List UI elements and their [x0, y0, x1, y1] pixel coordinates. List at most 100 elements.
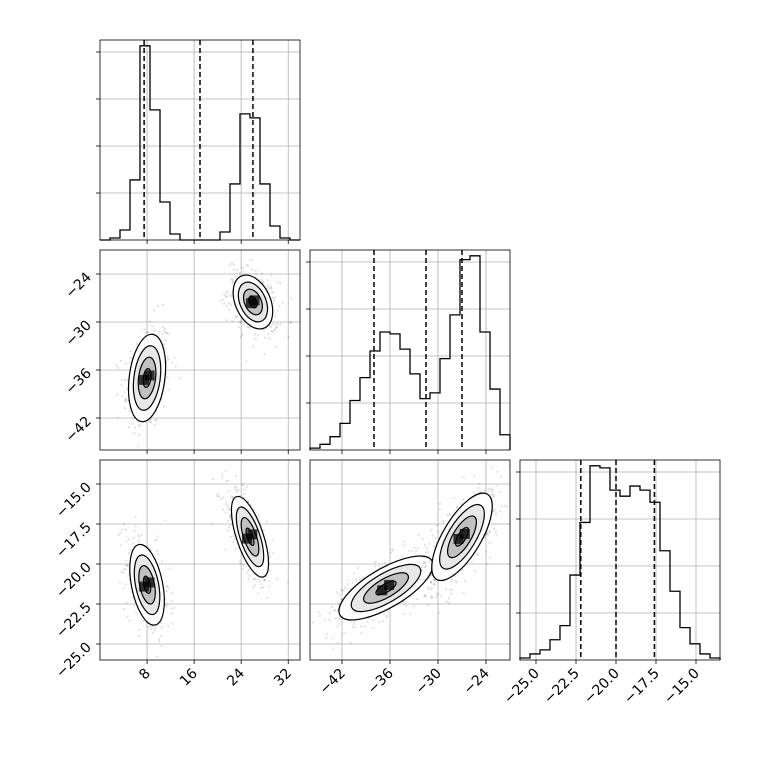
- sample-point: [125, 528, 128, 531]
- sample-point: [232, 534, 235, 538]
- sample-point: [243, 266, 246, 270]
- sample-point: [338, 622, 341, 625]
- sample-point: [124, 567, 127, 571]
- density-peak-cell: [453, 533, 464, 544]
- sample-point: [253, 577, 256, 581]
- sample-point: [483, 489, 486, 492]
- sample-point: [132, 417, 135, 420]
- sample-point: [402, 613, 406, 616]
- sample-point: [124, 362, 128, 365]
- sample-point: [168, 567, 171, 570]
- sample-point: [287, 581, 290, 584]
- x-tick-label-2: −20.0: [581, 666, 623, 708]
- sample-point: [247, 569, 250, 572]
- sample-point: [227, 508, 231, 511]
- sample-point: [137, 541, 140, 544]
- histogram-1: [309, 255, 511, 450]
- sample-point: [429, 581, 433, 584]
- sample-point: [390, 548, 393, 551]
- sample-point: [220, 473, 224, 476]
- sample-point: [170, 612, 173, 615]
- sample-point: [253, 584, 256, 587]
- sample-point: [268, 287, 271, 290]
- sample-point: [346, 582, 349, 586]
- sample-point: [150, 549, 153, 552]
- sample-point: [273, 296, 277, 299]
- sample-point: [454, 579, 457, 583]
- sample-point: [211, 478, 214, 481]
- sample-point: [349, 641, 352, 645]
- panel-frame: [99, 39, 301, 241]
- sample-point: [153, 627, 156, 630]
- sample-point: [166, 590, 169, 593]
- sample-point: [498, 510, 502, 513]
- density-2-0: [117, 469, 290, 658]
- sample-point: [163, 327, 167, 330]
- density-1-0: [100, 259, 293, 448]
- sample-point: [328, 618, 331, 621]
- sample-point: [352, 621, 356, 624]
- sample-point: [231, 320, 234, 323]
- sample-point: [232, 540, 235, 543]
- sample-point: [237, 326, 240, 329]
- sample-point: [461, 569, 464, 572]
- sample-point: [116, 416, 119, 420]
- sample-point: [268, 584, 271, 588]
- sample-point: [238, 320, 241, 323]
- sample-point: [418, 578, 421, 581]
- sample-point: [275, 326, 278, 329]
- sample-point: [488, 530, 492, 533]
- sample-point: [421, 565, 424, 569]
- sample-point: [343, 587, 347, 590]
- sample-point: [219, 299, 223, 302]
- x-tick-label-1: −36: [365, 665, 397, 697]
- sample-point: [125, 397, 128, 400]
- sample-point: [240, 266, 243, 269]
- sample-point: [246, 264, 249, 267]
- sample-point: [160, 635, 163, 638]
- sample-point: [290, 297, 293, 300]
- sample-point: [488, 541, 491, 544]
- sample-point: [225, 318, 228, 322]
- sample-point: [230, 262, 234, 265]
- sample-point: [225, 295, 228, 298]
- sample-point: [237, 488, 240, 492]
- panel-frame: [519, 459, 721, 661]
- sample-point: [496, 470, 499, 473]
- sample-point: [278, 305, 281, 308]
- sample-point: [228, 308, 231, 311]
- sample-point: [138, 535, 141, 538]
- sample-point: [164, 338, 167, 342]
- y-tick-label-2: −25.0: [53, 640, 95, 682]
- sample-point: [233, 537, 237, 540]
- sample-point: [256, 592, 259, 595]
- sample-point: [229, 513, 232, 516]
- sample-point: [434, 536, 437, 540]
- sample-point: [288, 321, 292, 324]
- sample-point: [135, 342, 138, 346]
- sample-point: [490, 493, 493, 496]
- y-tick-label-2: −20.0: [53, 560, 95, 602]
- sample-point: [413, 605, 416, 608]
- sample-point: [261, 585, 265, 589]
- sample-point: [413, 547, 417, 550]
- sample-point: [126, 564, 129, 567]
- sample-point: [164, 604, 167, 607]
- sample-point: [167, 358, 170, 361]
- density-peak-cell: [459, 528, 470, 539]
- sample-point: [133, 432, 136, 435]
- sample-point: [124, 559, 128, 562]
- sample-point: [122, 522, 125, 525]
- sample-point: [425, 547, 428, 550]
- sample-point: [232, 495, 235, 498]
- sample-point: [253, 333, 257, 336]
- density-peak-cell: [144, 577, 155, 588]
- sample-point: [125, 387, 129, 390]
- sample-point: [226, 290, 229, 293]
- sample-point: [438, 502, 442, 506]
- sample-point: [340, 588, 343, 592]
- sample-point: [366, 621, 369, 624]
- sample-point: [153, 329, 157, 332]
- sample-point: [343, 632, 346, 635]
- sample-point: [257, 333, 260, 336]
